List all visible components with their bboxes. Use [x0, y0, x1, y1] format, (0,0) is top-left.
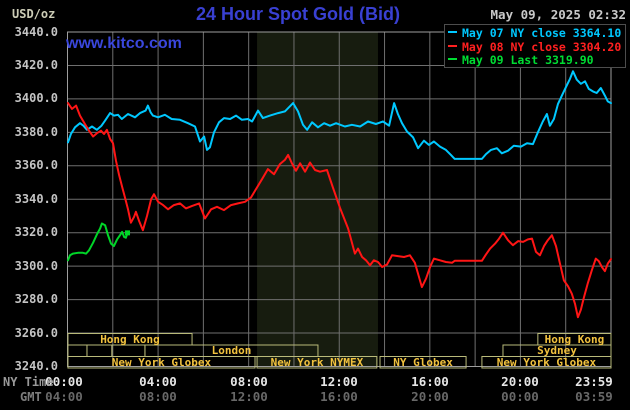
unit-label: USD/oz	[12, 7, 56, 21]
x-tick-ny-20:00: 20:00	[501, 374, 539, 389]
x-tick-ny-08:00: 08:00	[230, 374, 268, 389]
chart-title: 24 Hour Spot Gold (Bid)	[196, 4, 400, 24]
legend-label-may08: May 08 NY close 3304.20	[462, 39, 622, 54]
legend-box: May 07 NY close 3364.10 May 08 NY close …	[444, 24, 626, 68]
x-tick-gmt-04:00: 04:00	[45, 389, 83, 404]
kitco-watermark-link[interactable]: www.kitco.com	[66, 35, 182, 52]
price-line-may-08	[67, 102, 612, 319]
session-label-hong-kong: Hong Kong	[100, 332, 160, 346]
x-tick-gmt-16:00: 16:00	[320, 389, 358, 404]
session-box-new-york-nymex	[256, 356, 378, 369]
y-tick-label: 3440.0	[14, 24, 58, 39]
session-label-sydney: Sydney	[537, 344, 577, 358]
x-tick-gmt-08:00: 08:00	[139, 389, 177, 404]
x-tick-gmt-03:59: 03:59	[575, 389, 613, 404]
y-tick-label: 3260.0	[14, 325, 58, 340]
x-tick-ny-00:00: 00:00	[45, 374, 83, 389]
y-tick-label: 3380.0	[14, 124, 58, 139]
session-box-new-york-globex	[67, 356, 256, 369]
may08-line-swatch-icon	[448, 44, 457, 47]
y-tick-label: 3400.0	[14, 91, 58, 106]
x-tick-ny-16:00: 16:00	[411, 374, 449, 389]
price-line-may-09	[67, 222, 129, 262]
session-box-new-york-globex	[481, 356, 612, 369]
last-price-marker	[125, 230, 131, 236]
x-tick-gmt-12:00: 12:00	[230, 389, 268, 404]
chart-datetime: May 09, 2025 02:32	[490, 7, 626, 22]
x-tick-gmt-20:00: 20:00	[411, 389, 449, 404]
legend-row-may09: May 09 Last 3319.90	[448, 53, 625, 68]
y-tick-label: 3340.0	[14, 191, 58, 206]
price-line-may-07	[67, 70, 612, 160]
session-label-new-york-nymex: New York NYMEX	[270, 355, 364, 369]
session-label-hong-kong: Hong Kong	[544, 332, 605, 346]
legend-row-may07: May 07 NY close 3364.10	[448, 26, 625, 41]
legend-row-may08: May 08 NY close 3304.20	[448, 39, 625, 55]
session-label-ny-globex: NY Globex	[393, 355, 453, 369]
session-box-unlabeled	[111, 344, 146, 357]
session-label-new-york-globex: New York Globex	[496, 355, 597, 369]
may07-line-swatch-icon	[448, 31, 457, 33]
may09-line-swatch-icon	[448, 58, 457, 60]
plot-border	[67, 31, 612, 367]
x-tick-ny-12:00: 12:00	[320, 374, 358, 389]
session-label-new-york-globex: New York Globex	[111, 355, 212, 369]
y-tick-label: 3240.0	[14, 359, 58, 373]
x-tick-gmt-00:00: 00:00	[501, 389, 539, 404]
gmt-caption: GMT	[20, 390, 42, 404]
legend-label-may09: May 09 Last 3319.90	[462, 53, 594, 67]
x-tick-ny-23:59: 23:59	[575, 374, 613, 389]
x-tick-ny-04:00: 04:00	[139, 374, 177, 389]
session-box-ny-globex	[379, 356, 467, 369]
y-tick-label: 3360.0	[14, 158, 58, 173]
y-tick-label: 3300.0	[14, 258, 58, 273]
session-label-london: London	[211, 344, 252, 358]
y-tick-label: 3320.0	[14, 225, 58, 240]
y-tick-label: 3420.0	[14, 57, 58, 72]
ny-time-caption: NY Time	[3, 375, 54, 389]
session-box-unlabeled	[67, 344, 88, 357]
session-box-unlabeled	[86, 344, 113, 357]
y-tick-label: 3280.0	[14, 292, 58, 307]
legend-label-may07: May 07 NY close 3364.10	[462, 26, 622, 40]
